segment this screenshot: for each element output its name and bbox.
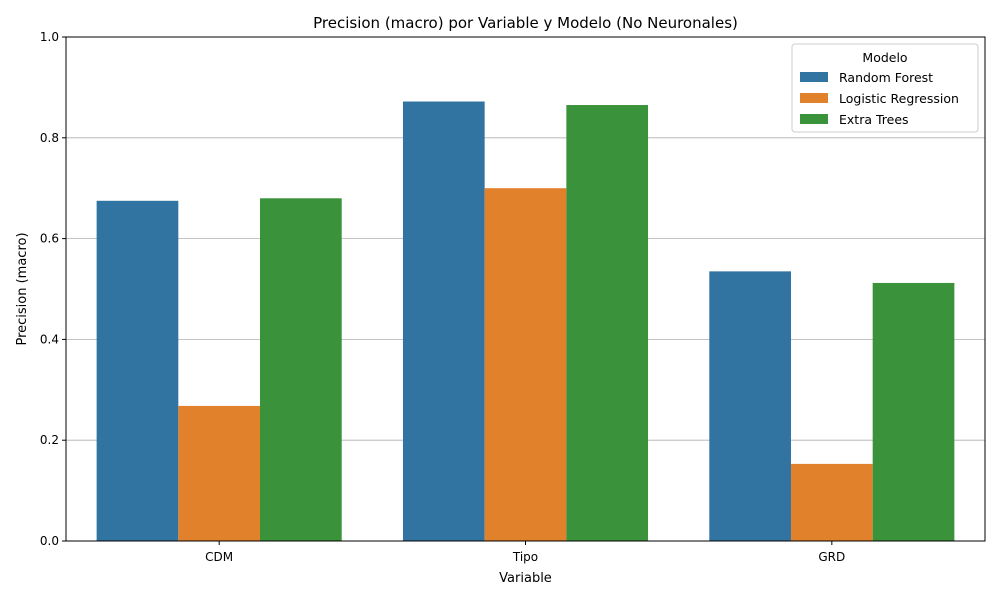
bar-random-forest-tipo — [402, 101, 485, 542]
y-axis-label: Precision (macro) — [15, 232, 30, 345]
x-tick-label: CDM — [205, 550, 233, 564]
x-axis-label: Variable — [499, 571, 552, 586]
bar-extra-trees-tipo — [566, 105, 649, 541]
legend-box — [791, 43, 979, 133]
y-tick-label: 0.6 — [40, 232, 59, 246]
x-axis-ticks: CDM Tipo GRD — [205, 541, 845, 564]
x-tick-label: Tipo — [512, 550, 538, 564]
bars — [96, 101, 955, 542]
bar-logistic-regression-grd — [790, 463, 873, 541]
y-tick-label: 0.4 — [40, 332, 59, 346]
legend-swatch — [800, 114, 828, 124]
legend: Modelo Random Forest Logistic Regression E… — [791, 43, 979, 133]
legend-swatch — [800, 72, 828, 82]
bar-logistic-regression-tipo — [484, 188, 567, 541]
x-tick-label: GRD — [818, 550, 845, 564]
bar-logistic-regression-cdm — [178, 405, 261, 541]
chart-title: Precision (macro) por Variable y Modelo … — [313, 14, 738, 32]
legend-label: Extra Trees — [839, 112, 909, 127]
y-tick-label: 1.0 — [40, 30, 59, 44]
bar-extra-trees-cdm — [260, 198, 342, 541]
bar-random-forest-cdm — [96, 200, 179, 542]
legend-items: Random Forest Logistic Regression Extra Tr… — [800, 70, 959, 127]
y-axis-ticks: 0.0 0.2 0.4 0.6 0.8 1.0 — [40, 30, 66, 548]
bar-random-forest-grd — [709, 271, 791, 541]
y-tick-label: 0.2 — [40, 433, 59, 447]
bar-extra-trees-grd — [872, 282, 955, 541]
y-tick-label: 0.8 — [40, 131, 59, 145]
y-tick-label: 0.0 — [40, 534, 59, 548]
legend-title: Modelo — [862, 50, 907, 65]
legend-swatch — [800, 93, 828, 103]
legend-label: Logistic Regression — [839, 91, 959, 106]
legend-label: Random Forest — [839, 70, 933, 85]
